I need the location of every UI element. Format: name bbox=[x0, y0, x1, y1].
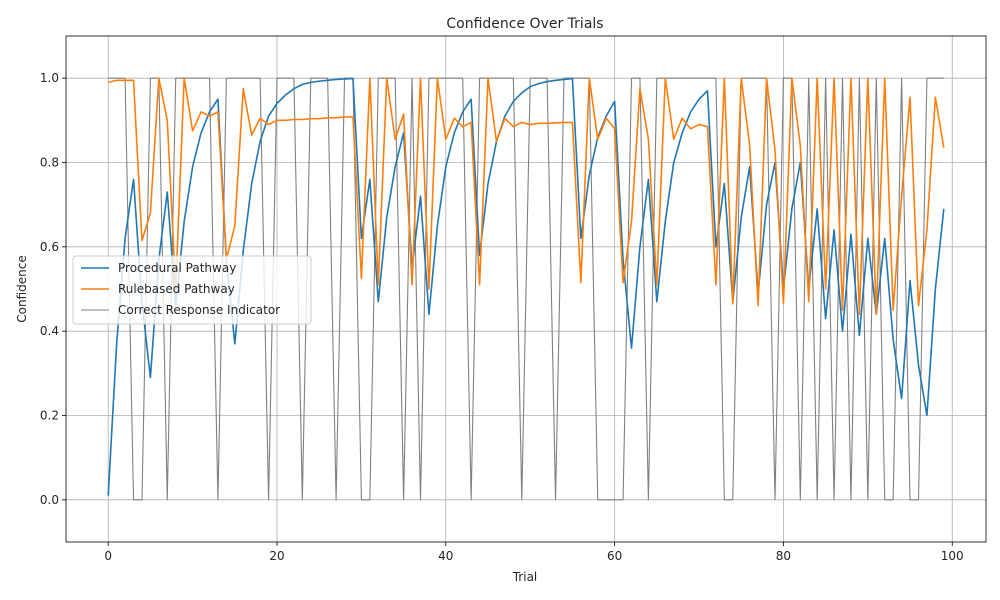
y-tick-label: 0.4 bbox=[40, 324, 59, 338]
y-tick-label: 0.2 bbox=[40, 409, 59, 423]
legend-entry: Procedural Pathway bbox=[118, 261, 236, 275]
y-tick-label: 0.8 bbox=[40, 156, 59, 170]
axis-ticks: 0 20 40 60 80 100 0.0 0.2 0.4 0.6 0.8 1.0 bbox=[40, 71, 964, 563]
x-tick-label: 100 bbox=[941, 549, 964, 563]
y-tick-label: 0.6 bbox=[40, 240, 59, 254]
plot-frame bbox=[65, 35, 987, 543]
x-tick-label: 60 bbox=[607, 549, 622, 563]
x-tick-label: 0 bbox=[104, 549, 112, 563]
x-axis-label: Trial bbox=[512, 570, 538, 584]
legend: Procedural Pathway Rulebased Pathway Corre… bbox=[72, 255, 312, 325]
legend-entry: Rulebased Pathway bbox=[118, 282, 235, 296]
x-tick-label: 80 bbox=[776, 549, 791, 563]
y-tick-label: 1.0 bbox=[40, 71, 59, 85]
series-line-rulebased-pathway bbox=[108, 77, 945, 316]
y-tick-label: 0.0 bbox=[40, 493, 59, 507]
y-axis-label: Confidence bbox=[15, 255, 29, 322]
series-line-correct-response-indicator bbox=[108, 77, 944, 501]
x-tick-label: 40 bbox=[438, 549, 453, 563]
legend-entry: Correct Response Indicator bbox=[118, 303, 280, 317]
series-layer bbox=[107, 77, 945, 501]
chart-title: Confidence Over Trials bbox=[446, 16, 603, 32]
legend-box bbox=[72, 255, 312, 325]
x-tick-label: 20 bbox=[269, 549, 284, 563]
